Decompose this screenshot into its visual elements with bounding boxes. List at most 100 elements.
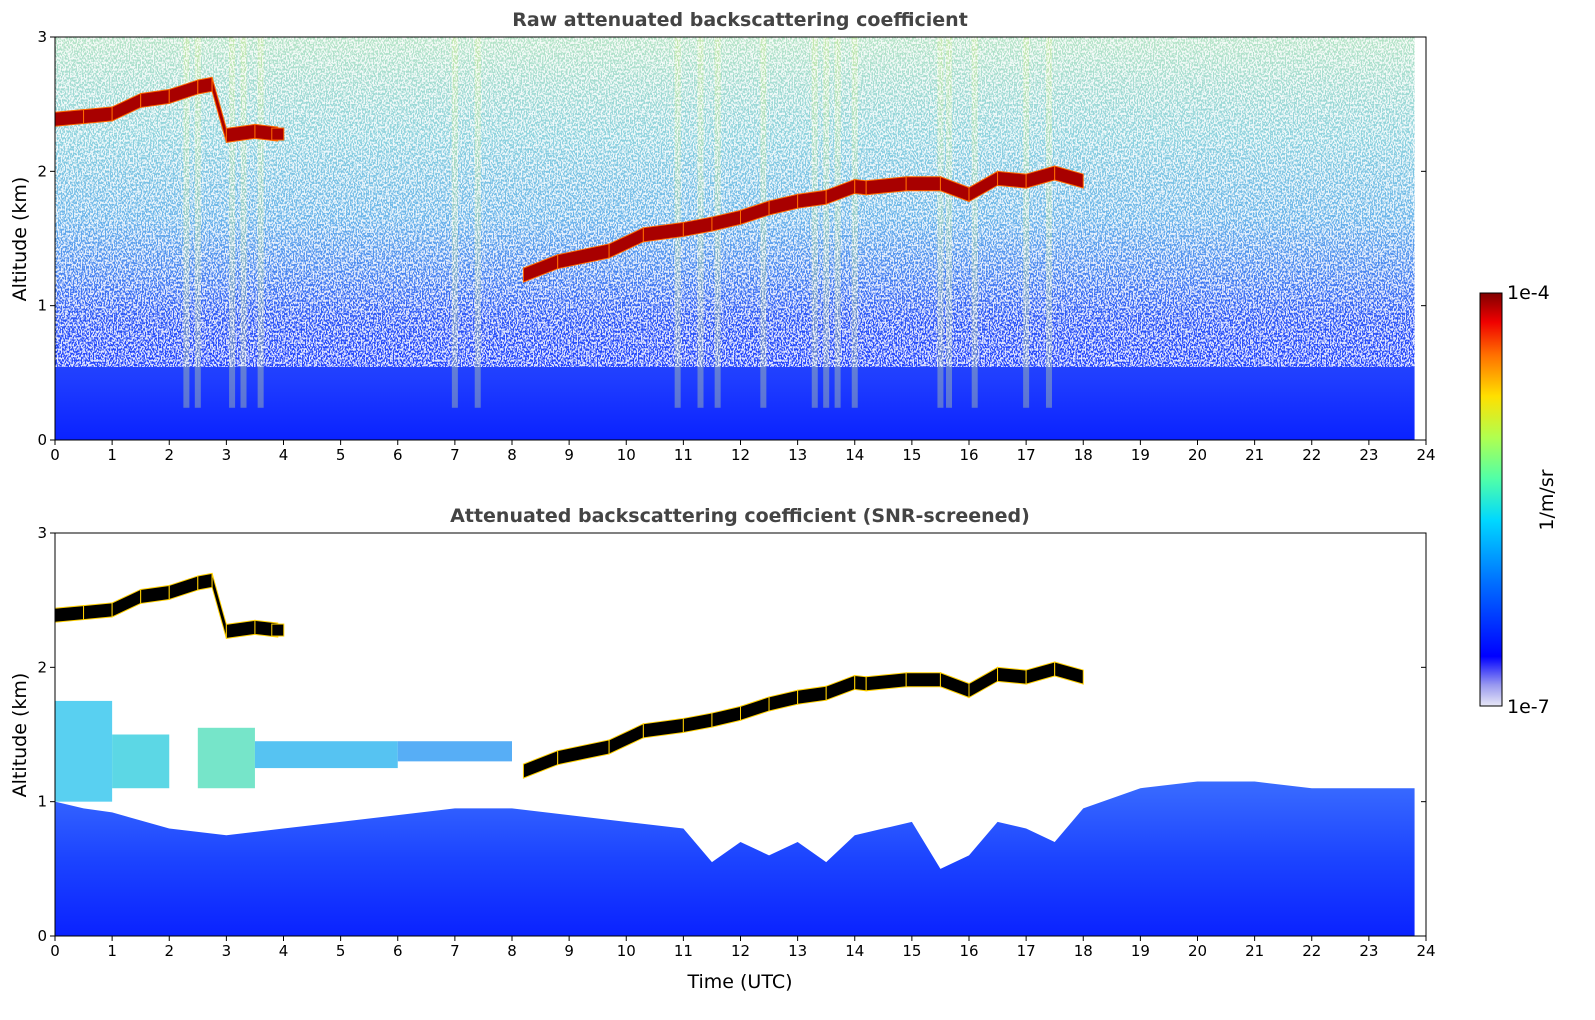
x-tick-label: 4 — [279, 446, 289, 464]
screened-x-axis-label: Time (UTC) — [686, 971, 792, 993]
x-tick-label: 19 — [1131, 446, 1150, 464]
cloud-segment — [854, 674, 867, 692]
x-tick-label: 7 — [450, 942, 460, 960]
x-tick-label: 11 — [674, 942, 693, 960]
cloud-patch — [271, 623, 285, 637]
y-tick-label: 1 — [37, 297, 47, 315]
screened-backscatter-panel: Attenuated backscattering coefficient (S… — [9, 505, 1436, 993]
cloud-segment — [825, 674, 856, 701]
x-tick-label: 2 — [164, 446, 174, 464]
x-tick-label: 6 — [393, 942, 403, 960]
x-tick-label: 5 — [336, 446, 346, 464]
colorbar: 1e-4 1e-7 1/m/sr — [1479, 282, 1558, 718]
raw-y-axis: 0 1 2 3 — [37, 28, 1426, 449]
screened-heatmap — [55, 572, 1415, 936]
cloud-segment — [740, 696, 770, 722]
y-tick-label: 2 — [37, 658, 47, 676]
y-tick-label: 0 — [37, 431, 47, 449]
screened-y-axis-label: Altitude (km) — [9, 673, 31, 798]
y-tick-label: 2 — [37, 162, 47, 180]
x-tick-label: 24 — [1416, 446, 1435, 464]
screened-panel-title: Attenuated backscattering coefficient (S… — [450, 505, 1030, 527]
cloud-segment — [997, 170, 1027, 189]
cloud-segment — [140, 584, 170, 605]
screened-valid-region — [55, 781, 1415, 936]
cloud-segment — [1054, 661, 1084, 685]
x-tick-label: 12 — [731, 446, 750, 464]
cloud-segment — [854, 178, 867, 196]
x-tick-label: 8 — [507, 446, 517, 464]
cloud-segment — [55, 109, 85, 127]
cloud-segment — [1025, 661, 1056, 685]
cloud-segment — [83, 602, 113, 621]
x-tick-label: 22 — [1302, 942, 1321, 960]
x-tick-label: 4 — [279, 942, 289, 960]
x-tick-label: 17 — [1017, 942, 1036, 960]
screened-y-axis: 0 1 2 3 — [37, 524, 1426, 945]
x-tick-label: 15 — [902, 446, 921, 464]
aerosol-patch — [397, 741, 512, 762]
x-tick-label: 13 — [788, 942, 807, 960]
x-tick-label: 17 — [1017, 446, 1036, 464]
cloud-segment — [522, 749, 559, 779]
x-tick-label: 22 — [1302, 446, 1321, 464]
raw-cloud-layer — [55, 76, 1084, 283]
x-tick-label: 16 — [959, 942, 978, 960]
x-tick-label: 6 — [393, 446, 403, 464]
x-tick-label: 3 — [222, 942, 232, 960]
cloud-segment — [997, 666, 1027, 685]
x-tick-label: 21 — [1245, 942, 1264, 960]
y-tick-label: 3 — [37, 28, 47, 46]
raw-backscatter-panel: Raw attenuated backscattering coefficien… — [9, 9, 1436, 464]
y-tick-label: 3 — [37, 524, 47, 542]
x-tick-label: 24 — [1416, 942, 1435, 960]
x-tick-label: 23 — [1359, 942, 1378, 960]
x-tick-label: 8 — [507, 942, 517, 960]
x-tick-label: 14 — [845, 446, 864, 464]
x-tick-label: 16 — [959, 446, 978, 464]
aerosol-patch — [254, 741, 398, 769]
x-tick-label: 20 — [1188, 446, 1207, 464]
x-tick-label: 20 — [1188, 942, 1207, 960]
screened-aerosol-layer — [55, 700, 512, 802]
cloud-segment — [682, 712, 713, 734]
screened-x-axis: 0 1 2 3 4 5 6 7 8 9 10 11 12 13 14 15 16 17 18 19 20 21 22 23 24 — [50, 936, 1436, 960]
x-tick-label: 19 — [1131, 942, 1150, 960]
y-tick-label: 1 — [37, 793, 47, 811]
raw-noise-speckle — [55, 37, 1415, 367]
cloud-segment — [865, 672, 907, 692]
x-tick-label: 11 — [674, 446, 693, 464]
x-tick-label: 23 — [1359, 446, 1378, 464]
cloud-segment — [642, 717, 684, 739]
x-tick-label: 7 — [450, 446, 460, 464]
colorbar-unit-label: 1/m/sr — [1536, 469, 1558, 530]
colorbar-gradient — [1479, 292, 1503, 707]
x-tick-label: 21 — [1245, 446, 1264, 464]
raw-heatmap — [55, 37, 1415, 440]
aerosol-patch — [197, 727, 255, 789]
x-tick-label: 15 — [902, 942, 921, 960]
x-tick-label: 13 — [788, 446, 807, 464]
cloud-segment — [111, 588, 142, 618]
cloud-segment — [768, 689, 799, 712]
colorbar-min-label: 1e-7 — [1507, 696, 1550, 718]
x-tick-label: 18 — [1074, 942, 1093, 960]
x-tick-label: 0 — [50, 446, 60, 464]
raw-x-axis: 0 1 2 3 4 5 6 7 8 9 10 11 12 13 14 15 16 17 18 19 20 21 22 23 24 — [50, 440, 1436, 464]
cloud-segment — [197, 572, 213, 591]
aerosol-patch — [55, 700, 113, 802]
cloud-segment — [1054, 165, 1084, 189]
x-tick-label: 9 — [564, 446, 574, 464]
cloud-segment — [905, 176, 941, 192]
x-tick-label: 9 — [564, 942, 574, 960]
colorbar-max-label: 1e-4 — [1507, 282, 1550, 304]
cloud-segment — [225, 619, 256, 639]
cloud-segment — [197, 76, 213, 95]
cloud-segment — [905, 672, 941, 688]
x-tick-label: 10 — [617, 446, 636, 464]
raw-panel-title: Raw attenuated backscattering coefficien… — [512, 9, 968, 31]
x-tick-label: 12 — [731, 942, 750, 960]
aerosol-patch — [112, 734, 170, 789]
cloud-segment — [939, 672, 970, 699]
